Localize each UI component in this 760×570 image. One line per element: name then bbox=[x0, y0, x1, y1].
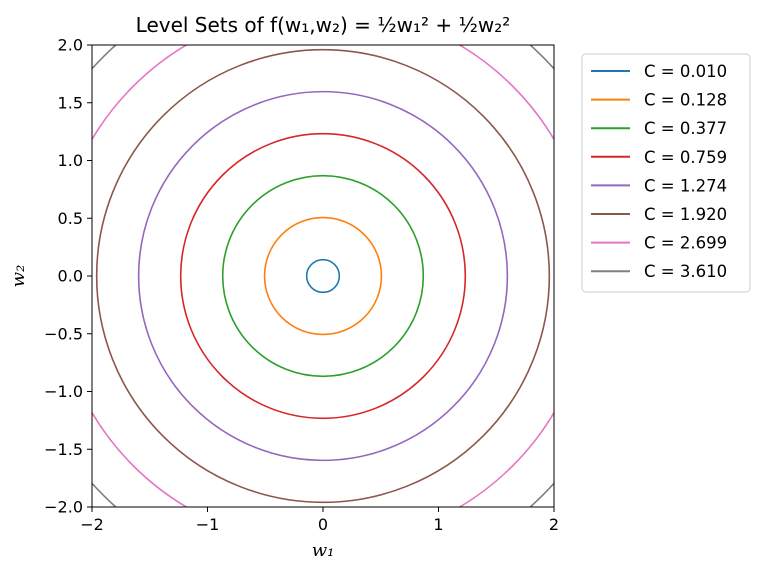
y-tick-label: 0.0 bbox=[58, 267, 83, 286]
x-tick-label: 1 bbox=[433, 515, 443, 534]
contour-group bbox=[92, 45, 554, 507]
contour-line bbox=[92, 45, 554, 507]
x-tick-label: 2 bbox=[549, 515, 559, 534]
y-tick-label: −2.0 bbox=[44, 498, 83, 517]
x-axis: −2 −1 0 1 2 bbox=[80, 507, 559, 534]
chart-title: Level Sets of f(w₁,w₂) = ½w₁² + ½w₂² bbox=[136, 13, 511, 37]
contour-line bbox=[263, 216, 383, 336]
y-tick-label: 0.5 bbox=[58, 209, 83, 228]
legend-label: C = 0.759 bbox=[644, 148, 727, 167]
legend-label: C = 1.920 bbox=[644, 205, 727, 224]
y-tick-label: −1.0 bbox=[44, 382, 83, 401]
contour-line bbox=[95, 48, 551, 504]
y-tick-label: −0.5 bbox=[44, 324, 83, 343]
contour-line bbox=[92, 45, 554, 507]
legend-label: C = 0.377 bbox=[644, 119, 727, 138]
y-tick-label: 2.0 bbox=[58, 36, 83, 55]
legend-box bbox=[581, 53, 751, 293]
y-tick-label: 1.5 bbox=[58, 93, 83, 112]
y-tick-label: −1.5 bbox=[44, 440, 83, 459]
y-tick-label: 1.0 bbox=[58, 151, 83, 170]
x-axis-label: w₁ bbox=[312, 540, 335, 561]
legend: C = 0.010 C = 0.128 C = 0.377 C = 0.759 C = … bbox=[581, 53, 751, 293]
x-tick-label: −1 bbox=[196, 515, 220, 534]
legend-label: C = 2.699 bbox=[644, 234, 727, 253]
contour-line bbox=[221, 174, 425, 378]
legend-label: C = 3.610 bbox=[644, 262, 727, 281]
legend-label: C = 0.010 bbox=[644, 62, 727, 81]
x-tick-label: −2 bbox=[80, 515, 104, 534]
contour-line bbox=[137, 90, 509, 462]
y-axis: −2.0 −1.5 −1.0 −0.5 0.0 0.5 1.0 1.5 2.0 bbox=[44, 36, 92, 517]
legend-label: C = 1.274 bbox=[644, 176, 727, 195]
legend-label: C = 0.128 bbox=[644, 91, 727, 110]
contour-line bbox=[179, 132, 467, 420]
plot-frame bbox=[91, 44, 555, 508]
contour-line bbox=[305, 258, 341, 294]
y-axis-label: w₂ bbox=[8, 265, 29, 288]
x-tick-label: 0 bbox=[318, 515, 328, 534]
